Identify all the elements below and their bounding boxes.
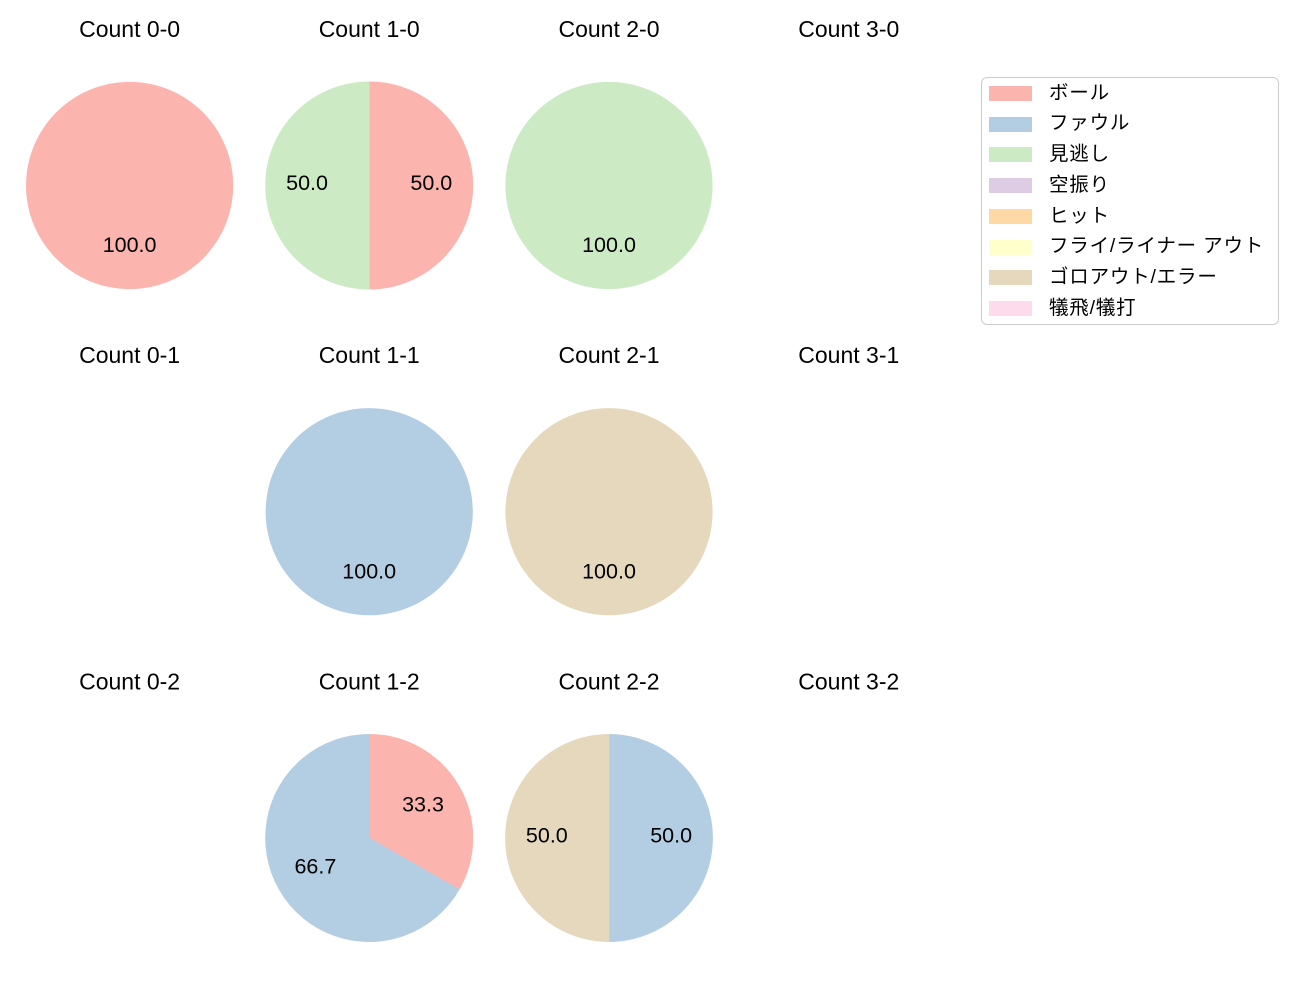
pie-value-label: 50.0 <box>650 824 692 848</box>
subplot-count-3-1: Count 3-1 <box>798 342 899 368</box>
pie-value-label: 33.3 <box>402 792 444 816</box>
subplot-count-0-0: Count 0-0 100.0 <box>26 16 234 290</box>
legend-item-label: フライ/ライナー アウト <box>1049 235 1265 258</box>
pie-value-label: 100.0 <box>342 559 396 583</box>
legend-color-swatch <box>989 116 1032 132</box>
legend-item: ボール <box>982 78 1278 109</box>
subplot-count-2-1: Count 2-1 100.0 <box>505 342 713 616</box>
pie-value-label: 50.0 <box>410 171 452 195</box>
legend-item: 犠飛/犠打 <box>982 293 1278 324</box>
legend-item-label: ヒット <box>1049 204 1110 227</box>
legend-item-label: ボール <box>1049 81 1110 104</box>
subplot-title: Count 0-0 <box>79 16 180 42</box>
pie-value-label: 100.0 <box>582 559 636 583</box>
pie-value-label: 100.0 <box>103 233 157 257</box>
legend-item-label: ファウル <box>1049 112 1131 135</box>
pie-slice <box>505 81 713 290</box>
subplot-title: Count 1-1 <box>319 342 420 368</box>
legend-item: 空振り <box>982 170 1278 201</box>
subplot-title: Count 3-1 <box>798 342 899 368</box>
pie-slice <box>265 408 473 616</box>
pie-value-label: 50.0 <box>286 171 328 195</box>
legend-item-label: 見逃し <box>1049 143 1110 166</box>
legend-item: ゴロアウト/エラー <box>982 263 1278 294</box>
subplot-count-0-1: Count 0-1 <box>79 342 180 368</box>
legend-item: ヒット <box>982 201 1278 232</box>
subplot-title: Count 2-1 <box>558 342 659 368</box>
legend-color-swatch <box>989 239 1032 255</box>
pie-slice <box>368 734 474 891</box>
subplot-title: Count 1-2 <box>319 669 420 695</box>
subplot-title: Count 1-0 <box>319 16 420 42</box>
legend-item-label: 空振り <box>1049 173 1110 196</box>
subplot-count-0-2: Count 0-2 <box>79 669 180 695</box>
legend-item: ファウル <box>982 109 1278 140</box>
subplot-title: Count 2-2 <box>558 669 659 695</box>
legend-color-swatch <box>989 147 1032 163</box>
legend-color-swatch <box>989 301 1032 317</box>
pie-slice <box>505 734 610 942</box>
pie-slice <box>505 408 713 616</box>
subplot-title: Count 3-0 <box>798 16 899 42</box>
pie-slice <box>265 734 460 942</box>
legend-color-swatch <box>989 270 1032 286</box>
pie-value-label: 100.0 <box>582 233 636 257</box>
subplot-count-1-2: Count 1-2 33.3 66.7 <box>265 669 474 942</box>
subplot-count-1-1: Count 1-1 100.0 <box>265 342 473 616</box>
legend-color-swatch <box>989 208 1032 224</box>
legend-item-label: 犠飛/犠打 <box>1049 296 1137 319</box>
legend-item-label: ゴロアウト/エラー <box>1049 266 1218 289</box>
subplot-title: Count 3-2 <box>798 669 899 695</box>
subplot-title: Count 2-0 <box>558 16 659 42</box>
subplot-count-1-0: Count 1-0 50.0 50.0 <box>265 16 474 290</box>
subplot-count-3-2: Count 3-2 <box>798 669 899 695</box>
legend-item: 見逃し <box>982 140 1278 171</box>
subplot-count-2-0: Count 2-0 100.0 <box>505 16 713 290</box>
subplot-title: Count 0-2 <box>79 669 180 695</box>
legend-color-swatch <box>989 85 1032 101</box>
pie-slice <box>26 81 234 290</box>
subplot-title: Count 0-1 <box>79 342 180 368</box>
legend-color-swatch <box>989 178 1032 194</box>
pie-slice <box>368 81 474 290</box>
legend-item: フライ/ライナー アウト <box>982 232 1278 263</box>
subplot-count-2-2: Count 2-2 50.0 50.0 <box>505 669 713 942</box>
subplot-count-3-0: Count 3-0 <box>798 16 899 42</box>
pie-slice <box>608 734 713 942</box>
legend: ボールファウル見逃し空振りヒットフライ/ライナー アウト ゴロアウト/エラー 犠飛/… <box>981 77 1279 325</box>
pie-value-label: 50.0 <box>526 824 568 848</box>
pie-slice <box>265 81 370 290</box>
pie-value-label: 66.7 <box>294 855 336 879</box>
